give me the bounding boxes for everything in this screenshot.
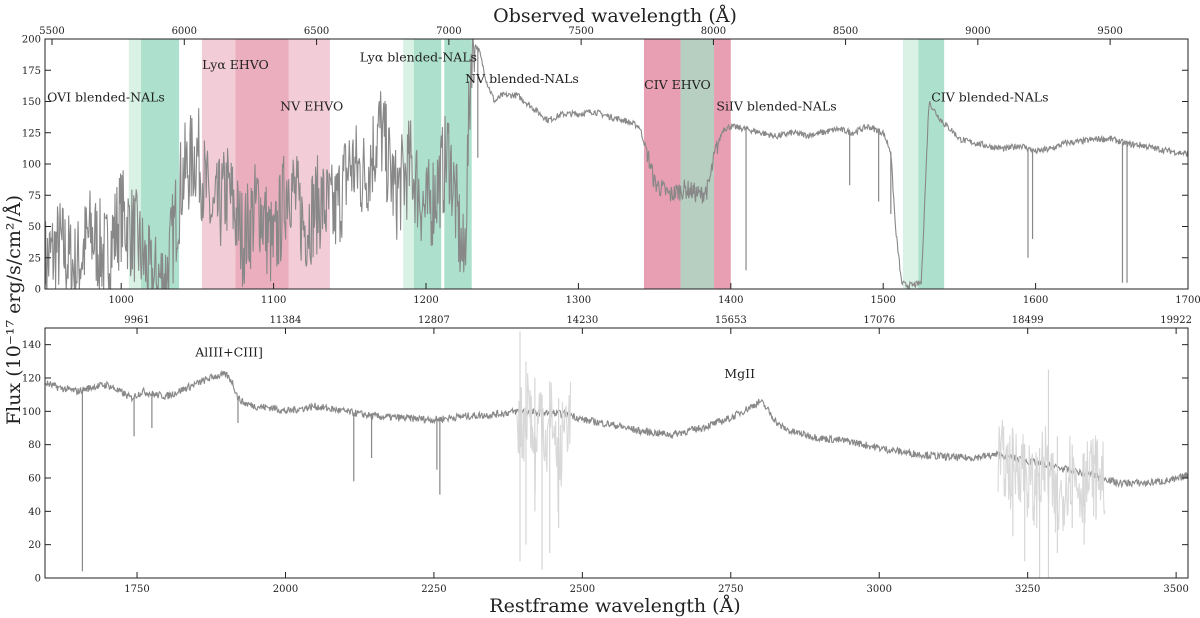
annotation-label: Lyα EHVO (202, 57, 269, 72)
x-tick-label: 1100 (261, 295, 286, 306)
x-tick-label: 1000 (108, 295, 133, 306)
y-tick-label: 150 (22, 97, 41, 108)
y-tick-label: 100 (22, 160, 41, 171)
y-tick-label: 60 (28, 474, 41, 485)
x-top-tick-label: 9961 (124, 315, 149, 326)
y-tick-label: 0 (35, 285, 41, 296)
x-top-tick-label: 14230 (566, 315, 598, 326)
annotation-label: CIV blended-NALs (931, 90, 1048, 105)
x-top-tick-label: 18499 (1012, 315, 1044, 326)
x-tick-label: 2750 (718, 584, 743, 595)
top-axis-label: Observed wavelength (Å) (493, 5, 737, 27)
shaded-region (918, 39, 945, 289)
y-tick-label: 40 (28, 507, 41, 518)
y-tick-label: 100 (22, 407, 41, 418)
x-tick-label: 1400 (718, 295, 743, 306)
x-top-tick-label: 5500 (39, 26, 64, 37)
x-tick-label: 1500 (870, 295, 895, 306)
x-top-tick-label: 7000 (436, 26, 461, 37)
x-top-tick-label: 8500 (833, 26, 858, 37)
x-top-tick-label: 11384 (270, 315, 302, 326)
spectrum-series-2 (516, 373, 572, 512)
x-top-tick-label: 9000 (965, 26, 990, 37)
x-tick-label: 2500 (570, 584, 595, 595)
x-tick-label: 3500 (1163, 584, 1188, 595)
annotation-label: OVI blended-NALs (47, 90, 165, 105)
x-top-tick-label: 9500 (1097, 26, 1122, 37)
x-tick-label: 1300 (566, 295, 591, 306)
bottom-axis-label: Restframe wavelength (Å) (489, 595, 740, 617)
y-tick-label: 175 (22, 66, 41, 77)
x-top-tick-label: 6000 (172, 26, 197, 37)
x-tick-label: 1700 (1175, 295, 1200, 306)
x-tick-label: 3250 (1015, 584, 1040, 595)
shaded-region (680, 39, 715, 289)
x-top-tick-label: 17076 (863, 315, 895, 326)
axes-frame (44, 327, 1189, 579)
shaded-region (403, 39, 414, 289)
shaded-region (643, 39, 681, 289)
y-tick-label: 20 (28, 540, 41, 551)
y-tick-label: 25 (28, 253, 41, 264)
x-tick-label: 1600 (1023, 295, 1048, 306)
y-tick-label: 120 (22, 374, 41, 385)
x-tick-label: 2000 (273, 584, 298, 595)
x-tick-label: 1750 (124, 584, 149, 595)
y-tick-label: 75 (28, 191, 41, 202)
annotation-label: CIV EHVO (644, 77, 711, 92)
x-tick-label: 3000 (867, 584, 892, 595)
y-tick-label: 200 (22, 35, 41, 46)
spectrum-series-1 (44, 38, 1189, 291)
y-tick-label: 50 (28, 222, 41, 233)
x-top-tick-label: 8000 (701, 26, 726, 37)
y-tick-label: 140 (22, 340, 41, 351)
x-top-tick-label: 15653 (715, 315, 747, 326)
annotation-label: NV blended-NALs (465, 71, 579, 86)
annotation-label: Lyα blended-NALs (360, 50, 477, 65)
spectrum-series-3 (997, 419, 1106, 533)
x-tick-label: 2250 (421, 584, 446, 595)
annotation-label: NV EHVO (280, 98, 343, 113)
x-top-tick-label: 19922 (1160, 315, 1192, 326)
annotation-label: MgII (724, 366, 755, 381)
x-top-tick-label: 7500 (568, 26, 593, 37)
bottom-panel: 1750 2000 2250 2500 2750 3000 3250 3500 9961 1138… (22, 315, 1192, 595)
shaded-region (903, 39, 919, 289)
y-tick-label: 80 (28, 440, 41, 451)
x-top-tick-label: 6500 (304, 26, 329, 37)
y-axis-label: Flux (10⁻¹⁷ erg/s/cm²/Å) (3, 195, 25, 425)
annotation-label: SiIV blended-NALs (716, 98, 836, 113)
spectrum-series-1 (44, 369, 1189, 489)
annotation-label: AlIII+CIII] (194, 344, 263, 359)
x-top-tick-label: 12807 (418, 315, 450, 326)
y-tick-label: 0 (35, 574, 41, 585)
shaded-region (413, 39, 442, 289)
y-tick-label: 125 (22, 128, 41, 139)
x-tick-label: 1200 (413, 295, 438, 306)
shaded-region (714, 39, 731, 289)
